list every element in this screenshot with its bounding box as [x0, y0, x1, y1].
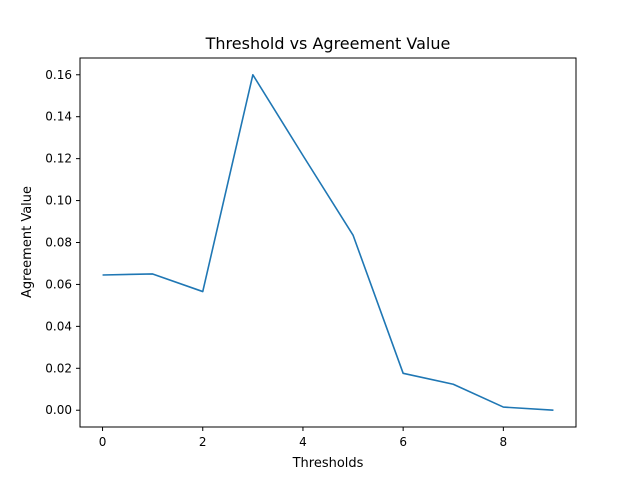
y-axis-ticks: 0.00 0.02 0.04 0.06 0.08 0.10 0.12 0.14 0.16 — [45, 68, 80, 417]
x-tick-label: 8 — [500, 435, 508, 449]
x-axis-ticks: 0 2 4 6 8 — [99, 427, 507, 449]
y-tick-label: 0.04 — [45, 319, 72, 333]
y-axis-label: Agreement Value — [20, 186, 35, 298]
chart-title: Threshold vs Agreement Value — [205, 34, 451, 53]
y-tick-label: 0.10 — [45, 194, 72, 208]
series-line-0 — [102, 73, 554, 412]
x-tick-label: 4 — [299, 435, 307, 449]
x-tick-label: 0 — [99, 435, 107, 449]
y-tick-label: 0.00 — [45, 403, 72, 417]
x-tick-label: 2 — [199, 435, 207, 449]
y-tick-label: 0.14 — [45, 110, 72, 124]
plot-frame — [79, 57, 577, 428]
plot-area — [79, 57, 577, 428]
y-tick-label: 0.06 — [45, 277, 72, 291]
y-tick-label: 0.02 — [45, 361, 72, 375]
x-axis-label: Thresholds — [292, 456, 364, 471]
x-tick-label: 6 — [399, 435, 407, 449]
y-tick-label: 0.12 — [45, 152, 72, 166]
y-tick-label: 0.08 — [45, 236, 72, 250]
y-tick-label: 0.16 — [45, 68, 72, 82]
